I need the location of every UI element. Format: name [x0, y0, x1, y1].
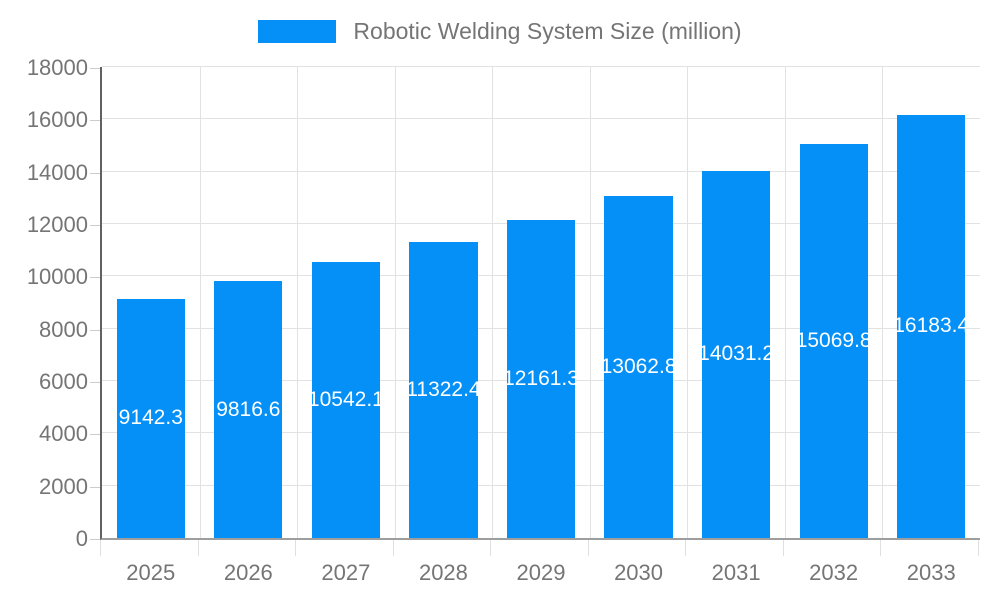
bar-2028[interactable]: 11322.4 — [409, 241, 478, 538]
bar-2025[interactable]: 9142.3 — [116, 298, 185, 538]
y-tick-label: 10000 — [26, 264, 88, 290]
y-tick-label: 18000 — [26, 55, 88, 80]
y-tick-mark — [90, 486, 100, 488]
gridline-vertical — [882, 67, 884, 538]
legend-label: Robotic Welding System Size (million) — [353, 18, 742, 44]
bar-value-label: 10542.1 — [311, 388, 381, 412]
plot-area: 9142.3 9816.6 10542.1 11322.4 12161.3 13062.8… — [100, 66, 980, 540]
y-tick-mark — [90, 225, 100, 226]
gridline-vertical — [394, 67, 396, 538]
bar-value-label: 16183.4 — [897, 314, 966, 338]
legend-swatch — [258, 20, 337, 43]
x-tick-label-2028: 2028 — [418, 560, 468, 585]
gridline-vertical — [589, 67, 591, 538]
gridline-horizontal — [102, 170, 980, 172]
x-tick-label-2033: 2033 — [906, 560, 956, 585]
legend[interactable]: Robotic Welding System Size (million) — [0, 18, 1000, 45]
bar-value-label: 14031.2 — [701, 342, 771, 366]
y-tick-label: 0 — [75, 526, 88, 551]
y-tick-label: 12000 — [26, 212, 88, 237]
x-tick-mark — [295, 540, 297, 556]
y-tick-mark — [90, 172, 100, 174]
x-tick-label-2029: 2029 — [516, 560, 566, 585]
gridline-vertical — [492, 67, 494, 538]
y-tick-mark — [90, 382, 100, 383]
gridline-vertical — [687, 67, 689, 538]
gridline-horizontal — [102, 66, 980, 67]
bar-value-label: 11322.4 — [409, 377, 478, 401]
x-tick-label-2026: 2026 — [223, 560, 273, 585]
bar-2029[interactable]: 12161.3 — [506, 219, 576, 538]
x-tick-label-2027: 2027 — [321, 560, 371, 585]
x-tick-mark — [978, 540, 979, 556]
x-tick-mark — [587, 540, 589, 556]
x-axis-labels: 2025 2026 2027 2028 2029 2030 2031 2032 2033 — [100, 560, 980, 590]
y-axis-labels: 0 2000 4000 6000 8000 10000 12000 14000 16000 180… — [0, 55, 88, 551]
x-tick-mark — [490, 540, 492, 556]
bar-2033[interactable]: 16183.4 — [897, 114, 966, 538]
y-axis-ticks — [90, 67, 100, 540]
bar-value-label: 15069.8 — [799, 328, 868, 352]
bar-value-label: 9142.3 — [118, 406, 183, 430]
y-tick-label: 2000 — [39, 473, 88, 499]
y-tick-mark — [90, 539, 100, 540]
bar-2026[interactable]: 9816.6 — [214, 281, 283, 538]
x-tick-mark — [880, 540, 882, 556]
x-tick-label-2025: 2025 — [126, 560, 176, 585]
y-tick-mark — [90, 434, 100, 436]
x-tick-label-2030: 2030 — [614, 560, 664, 585]
bar-value-label: 13062.8 — [604, 355, 673, 379]
x-tick-mark — [197, 540, 199, 556]
bar-value-label: 12161.3 — [506, 366, 576, 390]
y-tick-mark — [90, 68, 100, 69]
y-tick-label: 14000 — [26, 159, 88, 185]
bar-value-label: 9816.6 — [216, 397, 281, 421]
bar-2031[interactable]: 14031.2 — [701, 170, 771, 538]
x-tick-mark — [100, 540, 101, 556]
y-tick-mark — [90, 120, 100, 122]
x-tick-label-2032: 2032 — [809, 560, 859, 585]
gridline-vertical — [784, 67, 786, 538]
bar-2032[interactable]: 15069.8 — [799, 143, 868, 538]
y-tick-label: 6000 — [39, 369, 88, 394]
y-tick-label: 4000 — [39, 421, 88, 447]
gridline-vertical — [297, 67, 299, 538]
x-tick-mark — [782, 540, 784, 556]
x-tick-mark — [392, 540, 394, 556]
gridline-horizontal — [102, 118, 980, 120]
y-tick-mark — [90, 277, 100, 279]
bar-2027[interactable]: 10542.1 — [311, 262, 381, 538]
y-tick-label: 8000 — [39, 316, 88, 342]
bar-2030[interactable]: 13062.8 — [604, 196, 673, 538]
x-tick-mark — [685, 540, 687, 556]
gridline-vertical — [199, 67, 201, 538]
y-tick-label: 16000 — [26, 107, 88, 133]
x-tick-label-2031: 2031 — [711, 560, 761, 585]
y-tick-mark — [90, 329, 100, 331]
x-axis-ticks — [100, 540, 980, 556]
